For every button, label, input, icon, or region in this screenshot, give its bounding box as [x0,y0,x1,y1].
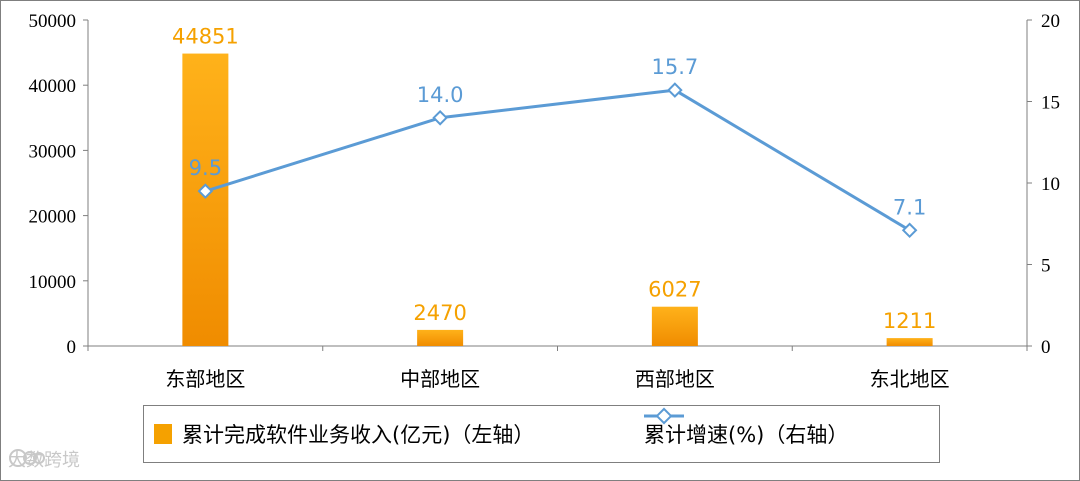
line-value-label: 15.7 [651,55,698,79]
bar [182,53,229,347]
category-label: 东北地区 [870,367,950,391]
axes: 0 10000 20000 30000 40000 50000 0 5 10 15 20 东部地区 中部… [29,11,1061,391]
legend: 累计完成软件业务收入(亿元)（左轴） 累计增速(%)（右轴） [143,405,940,463]
left-tick-label: 20000 [29,207,77,228]
line-point-marker [432,110,448,126]
legend-line-label: 累计增速(%)（右轴） [644,423,849,447]
line-value-label: 14.0 [417,83,464,107]
bar-value-label: 44851 [172,25,239,49]
left-tick-label: 40000 [29,76,77,97]
legend-item-bar: 累计完成软件业务收入(亿元)（左轴） [154,406,534,462]
line-value-label: 9.5 [189,156,222,180]
watermark-logo-icon [9,449,45,467]
right-tick-label: 10 [1041,174,1060,195]
watermark: 大数跨境 [8,446,80,472]
right-tick-label: 0 [1041,337,1051,358]
right-tick-label: 15 [1041,93,1060,114]
bar [417,329,464,346]
left-tick-label: 10000 [29,272,77,293]
category-label: 中部地区 [400,367,480,391]
right-tick-label: 5 [1041,256,1051,277]
bar-series [182,53,933,347]
bar [886,338,933,346]
legend-bar-label: 累计完成软件业务收入(亿元)（左轴） [182,423,535,447]
growth-line [204,88,911,232]
left-tick-label: 50000 [29,11,77,32]
legend-line-swatch [644,407,684,425]
bar [651,306,698,346]
category-label: 东部地区 [165,367,245,391]
bar-value-label: 1211 [883,309,936,333]
left-tick-label: 30000 [29,141,77,162]
line-point-marker [667,82,683,98]
line-series [197,82,918,239]
category-label: 西部地区 [635,367,715,391]
left-tick-label: 0 [67,337,77,358]
legend-item-line: 累计增速(%)（右轴） [644,406,848,462]
line-value-label: 7.1 [893,195,926,219]
line-point-marker [197,183,214,199]
bar-value-label: 6027 [648,278,701,302]
line-point-marker [901,222,918,239]
legend-bar-swatch [154,424,172,444]
right-tick-label: 20 [1041,11,1060,32]
bar-value-label: 2470 [413,301,466,325]
data-labels: 44851 2470 6027 1211 9.5 14.0 15.7 7.1 [172,25,936,334]
